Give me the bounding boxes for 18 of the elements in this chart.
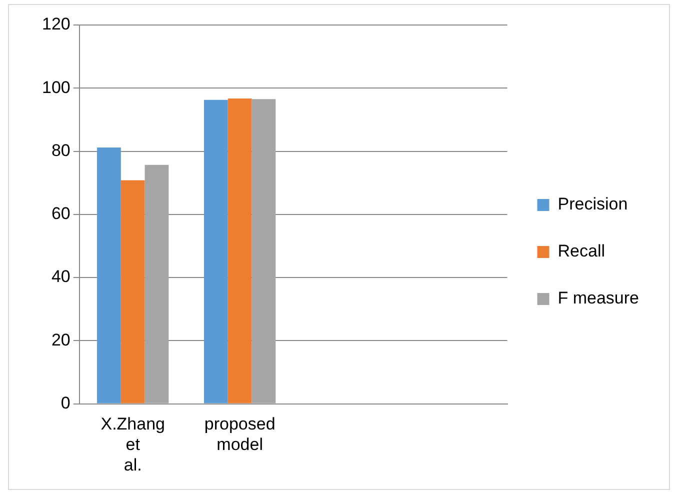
y-tick-label: 0: [60, 393, 70, 412]
y-tick-label: 120: [42, 14, 70, 34]
bar: [204, 100, 228, 404]
bar: [120, 180, 145, 404]
bar: [97, 147, 121, 404]
y-tick-label: 80: [51, 140, 70, 160]
x-tick-label: X.Zhang et al.: [100, 414, 165, 474]
legend-label: Precision: [558, 194, 628, 214]
y-tick-label: 20: [51, 330, 70, 350]
bar: [144, 164, 169, 404]
y-tick-label: 40: [51, 267, 70, 286]
legend-label: Recall: [558, 242, 605, 261]
bar: [252, 99, 276, 404]
legend-label: F measure: [558, 288, 639, 308]
bar: [228, 98, 252, 404]
y-tick-label: 100: [42, 78, 70, 97]
x-tick-label: proposed model: [204, 414, 276, 454]
y-tick-label: 60: [51, 204, 70, 224]
